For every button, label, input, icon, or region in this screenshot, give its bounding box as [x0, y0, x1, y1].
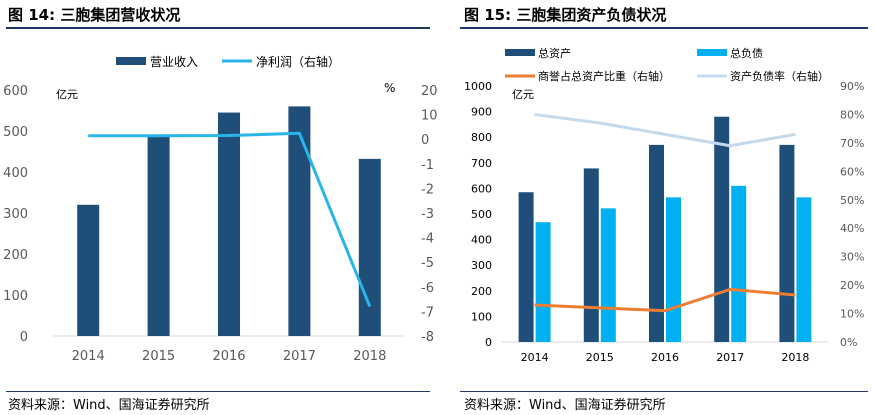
bar-total-assets	[714, 116, 730, 342]
right-axis-unit: %	[384, 81, 395, 95]
y-tick-label: 600	[471, 182, 492, 195]
bar-total-liabilities	[796, 197, 812, 342]
x-tick-label: 2015	[142, 349, 175, 364]
y-tick-label: 100	[3, 289, 28, 304]
source-rule-left	[6, 391, 430, 392]
y-tick-label: 300	[471, 259, 492, 272]
x-tick-label: 2014	[72, 349, 105, 364]
y-tick-label: 0	[20, 330, 28, 345]
legend-swatch-total-assets	[505, 49, 535, 56]
source-note-left: 资料来源：Wind、国海证券研究所	[8, 398, 210, 413]
legend-label-total-liabilities: 总负债	[730, 46, 763, 60]
left-axis-unit: 亿元	[512, 88, 534, 101]
bar-total-assets	[583, 168, 599, 342]
x-tick-label: 2017	[716, 351, 744, 364]
y-tick-label: 100	[471, 310, 492, 323]
y2-tick-label: 0	[421, 133, 429, 148]
bar-revenue	[147, 135, 170, 336]
source-note-right: 资料来源：Wind、国海证券研究所	[464, 398, 666, 413]
y-tick-label: 200	[3, 248, 28, 263]
y-tick-label: 400	[3, 166, 28, 181]
y2-tick-label: -5	[421, 256, 434, 271]
bar-total-assets	[649, 144, 664, 342]
y2-tick-label: -2	[421, 182, 434, 197]
source-rule-right	[460, 391, 868, 392]
y2-tick-label: 20%	[840, 279, 864, 292]
x-tick-label: 2015	[586, 351, 614, 364]
x-tick-label: 2018	[353, 349, 386, 364]
y2-tick-label: -7	[421, 305, 434, 320]
x-tick-label: 2014	[521, 351, 549, 364]
legend-label-debt-ratio: 资产负债率（右轴）	[730, 69, 829, 83]
title-rule-left	[6, 27, 430, 29]
y2-tick-label: 10%	[840, 308, 864, 321]
title-rule-right	[460, 27, 868, 29]
legend-swatch-revenue	[116, 57, 146, 65]
x-tick-label: 2017	[283, 349, 316, 364]
y2-tick-label: 0%	[840, 336, 857, 349]
bar-total-liabilities	[666, 197, 681, 342]
y-tick-label: 200	[471, 285, 492, 298]
legend-label-revenue: 营业收入	[150, 55, 198, 69]
bar-total-liabilities	[600, 208, 616, 342]
x-tick-label: 2016	[212, 349, 245, 364]
y-tick-label: 900	[471, 106, 492, 119]
legend-label-total-assets: 总资产	[538, 46, 571, 60]
bar-total-liabilities	[535, 222, 551, 342]
y2-tick-label: 40%	[840, 222, 864, 235]
bar-revenue	[218, 112, 240, 336]
y2-tick-label: 90%	[840, 80, 864, 93]
y2-tick-label: 60%	[840, 165, 864, 178]
left-axis-unit: 亿元	[56, 88, 78, 101]
y2-tick-label: -8	[421, 330, 434, 345]
legend-label-net-profit: 净利润（右轴）	[256, 54, 340, 69]
y-tick-label: 400	[471, 234, 492, 247]
y-tick-label: 700	[471, 157, 492, 170]
bar-revenue	[77, 204, 100, 336]
y-tick-label: 300	[3, 207, 28, 222]
figure-15-title: 图 15: 三胞集团资产负债状况	[464, 6, 667, 24]
y2-tick-label: -6	[421, 281, 434, 296]
y-tick-label: 500	[471, 208, 492, 221]
legend-label-goodwill-share: 商誉占总资产比重（右轴）	[538, 69, 670, 83]
y-tick-label: 0	[485, 336, 492, 349]
bar-total-liabilities	[731, 185, 747, 342]
legend-swatch-total-liabilities	[697, 49, 727, 56]
y-tick-label: 500	[3, 125, 28, 140]
y2-tick-label: 80%	[840, 108, 864, 121]
bar-total-assets	[779, 144, 795, 342]
y2-tick-label: 70%	[840, 137, 864, 150]
line-goodwill-share	[534, 287, 796, 313]
bar-total-assets	[518, 192, 534, 342]
y2-tick-label: 10	[421, 109, 438, 124]
y2-tick-label: 50%	[840, 194, 864, 207]
figure-14-title: 图 14: 三胞集团营收状况	[8, 6, 181, 24]
line-debt-ratio	[534, 112, 796, 148]
y-tick-label: 1000	[464, 80, 492, 93]
y2-tick-label: 30%	[840, 251, 864, 264]
bar-revenue	[288, 106, 311, 337]
y2-tick-label: -3	[421, 207, 434, 222]
x-tick-label: 2018	[781, 351, 809, 364]
y-tick-label: 600	[3, 84, 28, 99]
line-net-profit	[88, 131, 372, 308]
y2-tick-label: -1	[421, 158, 434, 173]
x-tick-label: 2016	[651, 351, 679, 364]
y2-tick-label: -4	[421, 232, 434, 247]
y2-tick-label: 20	[421, 84, 438, 99]
y-tick-label: 800	[471, 131, 492, 144]
